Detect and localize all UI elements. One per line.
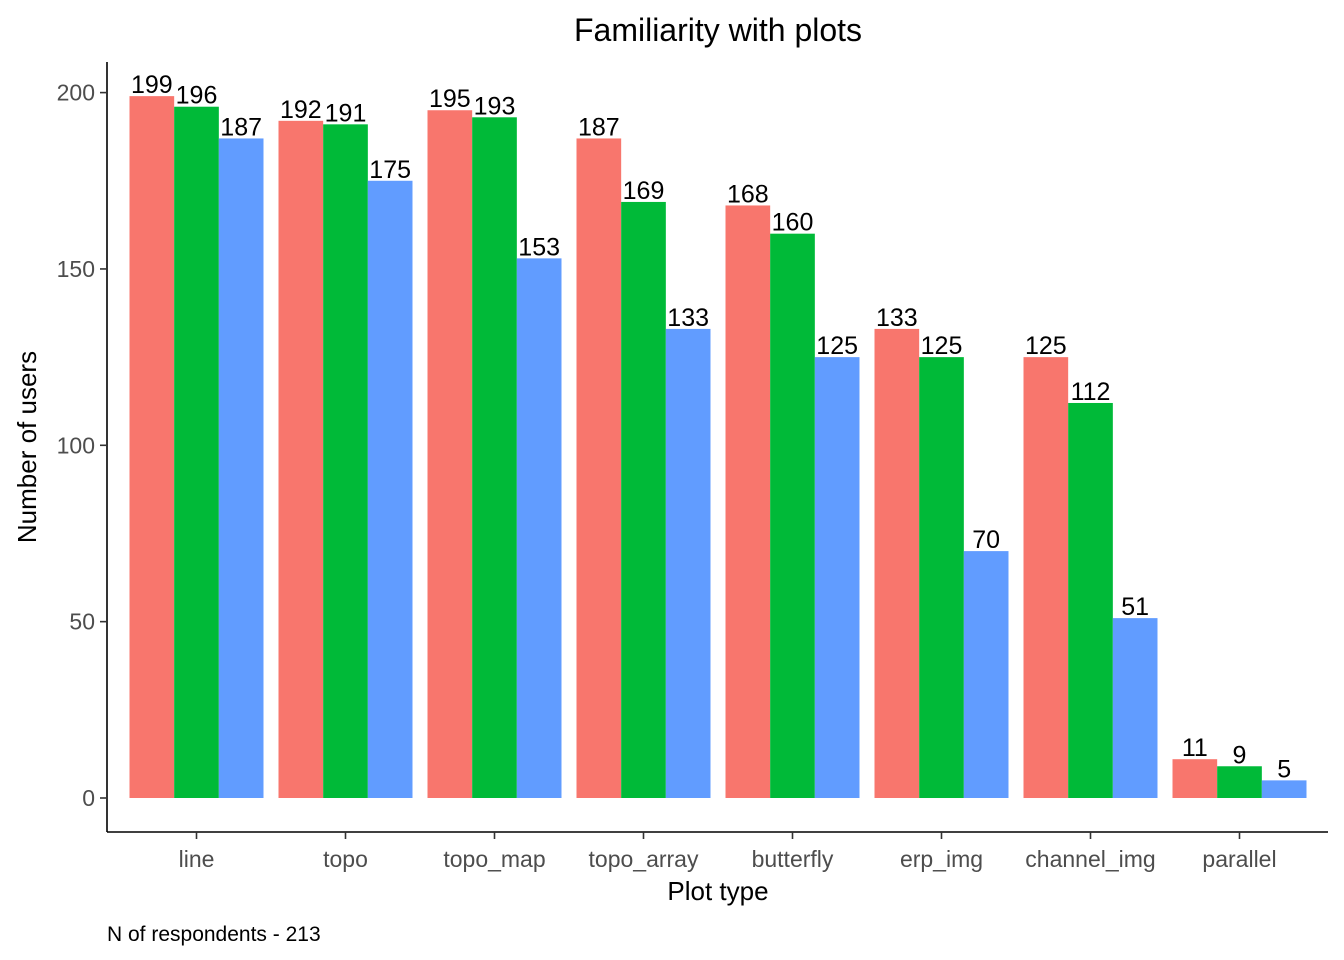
bars-group: [129, 96, 1307, 799]
bar-value-label: 70: [972, 526, 1000, 554]
caption: N of respondents - 213: [107, 923, 321, 946]
bar-butterfly-series-1: [725, 205, 771, 798]
bar-value-label: 175: [369, 156, 411, 184]
chart-title: Familiarity with plots: [574, 12, 862, 48]
bar-value-label: 153: [518, 233, 560, 261]
bar-value-label: 168: [727, 180, 769, 208]
y-tick-label: 150: [57, 256, 95, 282]
bar-value-label: 125: [921, 332, 963, 360]
bar-erp_img-series-1: [874, 328, 920, 798]
x-axis-ticks: line topo topo_map topo_array butterfly erp_i…: [179, 832, 1277, 872]
bar-parallel-series-1: [1172, 759, 1218, 798]
bar-topo_array-series-1: [576, 138, 622, 798]
x-tick-label: line: [179, 846, 215, 872]
bar-value-label: 133: [667, 304, 709, 332]
bar-parallel-series-3: [1261, 780, 1307, 798]
bar-value-label: 9: [1233, 741, 1247, 769]
bar-value-label: 187: [220, 113, 262, 141]
y-tick-label: 200: [57, 80, 95, 106]
bar-topo_array-series-3: [665, 328, 711, 798]
x-tick-label: butterfly: [752, 846, 834, 872]
y-axis-title: Number of users: [12, 351, 42, 543]
bar-topo-series-3: [367, 180, 413, 798]
bar-value-label: 11: [1182, 734, 1208, 762]
bar-value-label: 187: [578, 113, 620, 141]
bar-value-label: 191: [325, 99, 367, 127]
bar-topo_map-series-3: [516, 258, 562, 798]
bar-channel_img-series-1: [1023, 357, 1069, 799]
bar-erp_img-series-3: [963, 551, 1009, 798]
bar-topo_map-series-1: [427, 110, 473, 799]
bar-butterfly-series-2: [770, 233, 815, 798]
y-axis-ticks: 0 50 100 150 200: [57, 80, 107, 811]
bar-parallel-series-2: [1217, 766, 1262, 798]
bar-value-label: 125: [1025, 332, 1067, 360]
bar-channel_img-series-3: [1112, 618, 1158, 798]
bar-value-label: 125: [816, 332, 858, 360]
bar-channel_img-series-2: [1068, 402, 1113, 798]
bar-topo_array-series-2: [621, 201, 666, 798]
bar-value-label: 196: [176, 82, 218, 110]
x-tick-label: parallel: [1202, 846, 1276, 872]
x-tick-label: erp_img: [900, 846, 983, 872]
y-tick-label: 0: [82, 785, 95, 811]
bar-value-label: 160: [772, 209, 814, 237]
x-tick-label: channel_img: [1025, 846, 1155, 872]
bar-value-label: 192: [280, 96, 322, 124]
y-tick-label: 50: [69, 609, 95, 635]
bar-line-series-3: [218, 138, 264, 798]
bar-butterfly-series-3: [814, 357, 860, 799]
y-tick-label: 100: [57, 432, 95, 458]
bar-line-series-2: [174, 106, 219, 798]
bar-value-label: 133: [876, 304, 918, 332]
bar-value-label: 193: [474, 92, 516, 120]
bar-value-label: 195: [429, 85, 471, 113]
bar-topo-series-1: [278, 120, 324, 798]
bar-value-label: 51: [1121, 593, 1149, 621]
bar-topo-series-2: [323, 124, 368, 799]
bar-erp_img-series-2: [919, 357, 964, 799]
bar-value-label: 199: [131, 71, 173, 99]
bar-value-label: 169: [623, 177, 665, 205]
x-axis-title: Plot type: [667, 876, 768, 906]
x-tick-label: topo_map: [443, 846, 545, 872]
x-tick-label: topo_array: [589, 846, 699, 872]
bar-topo_map-series-2: [472, 117, 517, 799]
bar-line-series-1: [129, 96, 175, 798]
x-tick-label: topo: [323, 846, 368, 872]
bar-value-label: 5: [1277, 755, 1291, 783]
bar-value-label: 112: [1071, 378, 1111, 406]
